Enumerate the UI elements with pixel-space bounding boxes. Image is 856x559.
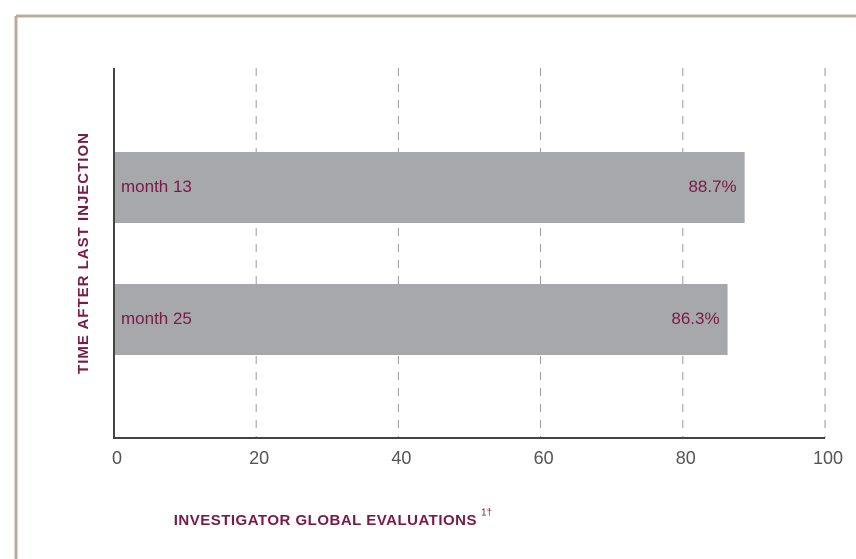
value-label: 88.7% xyxy=(688,177,736,196)
category-label: month 25 xyxy=(121,309,192,328)
x-tick-label: 40 xyxy=(391,448,411,468)
y-axis-label: TIME AFTER LAST INJECTION xyxy=(75,132,92,374)
bar xyxy=(114,152,745,223)
x-tick-label: 100 xyxy=(813,448,843,468)
x-axis-label-note: 1† xyxy=(481,508,492,519)
value-label: 86.3% xyxy=(671,309,719,328)
x-tick-label: 20 xyxy=(249,448,269,468)
x-tick-label: 0 xyxy=(112,448,122,468)
x-tick-label: 60 xyxy=(534,448,554,468)
x-tick-label: 80 xyxy=(676,448,696,468)
x-axis-label: INVESTIGATOR GLOBAL EVALUATIONS xyxy=(174,512,477,529)
category-label: month 13 xyxy=(121,177,192,196)
bar xyxy=(114,284,728,355)
